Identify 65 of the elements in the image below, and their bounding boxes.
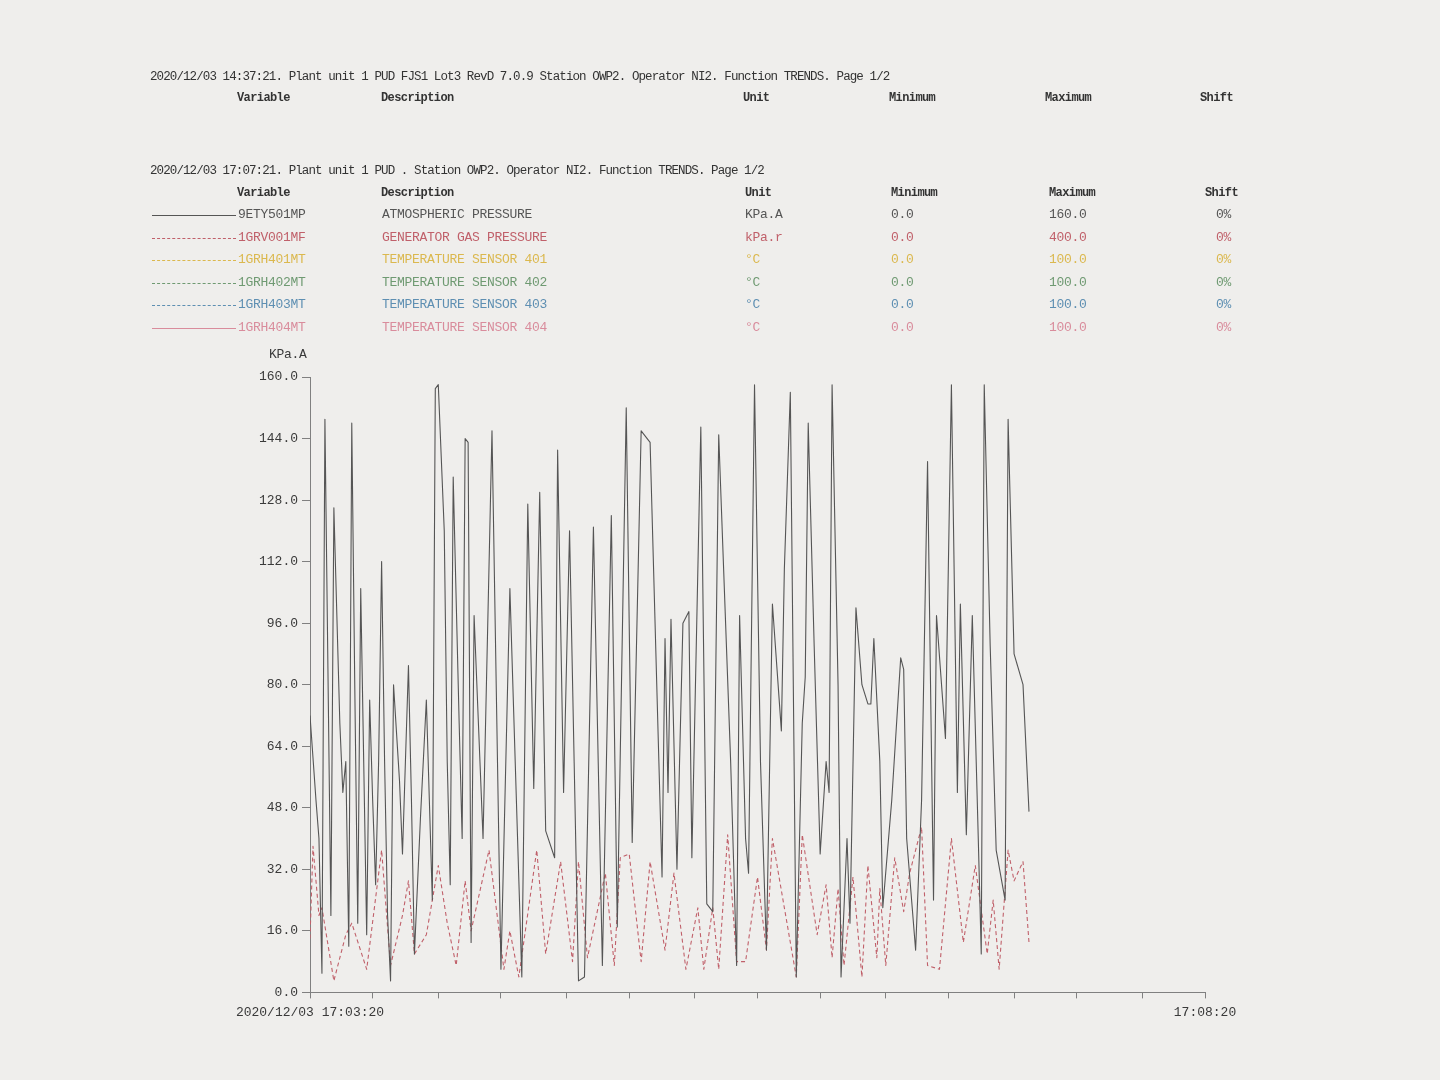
legend-label: 1GRH403MT [238, 297, 306, 313]
text: Minimum [889, 91, 936, 106]
text: 0.0 [891, 297, 914, 313]
text: 9ETY501MP [238, 207, 306, 223]
text: Minimum [891, 186, 938, 201]
text: Maximum [1049, 186, 1096, 201]
y-tick-label: 32.0 [266, 861, 299, 877]
text: Shift [1205, 186, 1239, 201]
text: 1GRV001MF [238, 229, 306, 246]
y-tick-label: 160.0 [258, 369, 299, 385]
text: °C [745, 274, 761, 291]
text: 100.0 [1049, 320, 1087, 336]
text: 2020/12/03 14:37:21. Plant unit 1 PUD FJS1 Lot3 RevD 7.0.9 Station OWP2. Operator NI2. Function TRENDS. Page 1/2 [150, 70, 890, 85]
text: kPa.r [745, 229, 783, 246]
y-tick-label: 128.0 [258, 492, 299, 508]
text: Shift [1200, 91, 1234, 106]
text: TEMPERATURE SENSOR 401 [382, 252, 548, 268]
y-tick-label: 112.0 [258, 554, 299, 570]
y-tick-label: 80.0 [266, 677, 299, 693]
legend-label: 1GRH401MT [238, 252, 306, 268]
text: 100.0 [1049, 252, 1087, 268]
text: 0% [1216, 207, 1232, 223]
chart-title: 2020/12/03 17:07:21. Plant unit 1 PUD . Station OWP2. Operator NI2. Function TRENDS. Page 1/2 [150, 164, 764, 179]
line-series [310, 826, 1030, 982]
y-tick-label: 64.0 [266, 738, 299, 754]
text: 160.0 [1049, 207, 1087, 223]
text: 0% [1216, 274, 1232, 291]
text: Unit [743, 91, 770, 106]
text: 100.0 [1049, 274, 1087, 291]
y-tick-label: 0.0 [274, 984, 299, 1000]
x-tick-label: 2020/12/03 17:03:20 [235, 1004, 385, 1020]
text: 400.0 [1049, 229, 1087, 246]
legend-label: 1GRH402MT [238, 274, 306, 291]
text: 0% [1216, 229, 1232, 246]
y-axis-title: KPa.A [269, 347, 307, 363]
text: Variable [237, 91, 290, 106]
y-tick-label: 48.0 [266, 800, 299, 816]
text: 100.0 [1049, 297, 1087, 313]
text: °C [745, 252, 761, 268]
y-tick-label: 96.0 [266, 615, 299, 631]
x-tick-label: 17:08:20 [1173, 1004, 1237, 1020]
text: TEMPERATURE SENSOR 404 [382, 320, 548, 336]
text: ATMOSPHERIC PRESSURE [382, 207, 533, 223]
text: 0% [1216, 297, 1232, 313]
text: Maximum [1045, 91, 1092, 106]
text: 0% [1216, 320, 1232, 336]
text: 0.0 [891, 207, 914, 223]
text: 0.0 [891, 320, 914, 336]
text: Unit [745, 186, 772, 201]
text: TEMPERATURE SENSOR 403 [382, 297, 548, 313]
legend-label: 1GRH404MT [238, 320, 306, 336]
text: °C [745, 320, 761, 336]
text: °C [745, 297, 761, 313]
y-tick-label: 16.0 [266, 923, 299, 939]
text: 0.0 [891, 274, 914, 291]
text: 0.0 [891, 252, 914, 268]
text: GENERATOR GAS PRESSURE [382, 229, 548, 246]
text: 0% [1216, 252, 1232, 268]
text: 0.0 [891, 229, 914, 246]
text: Variable [237, 186, 290, 201]
text: Description [381, 91, 454, 106]
text: KPa.A [745, 207, 783, 223]
text: TEMPERATURE SENSOR 402 [382, 274, 548, 291]
text: Description [381, 186, 454, 201]
y-tick-label: 144.0 [258, 430, 299, 446]
